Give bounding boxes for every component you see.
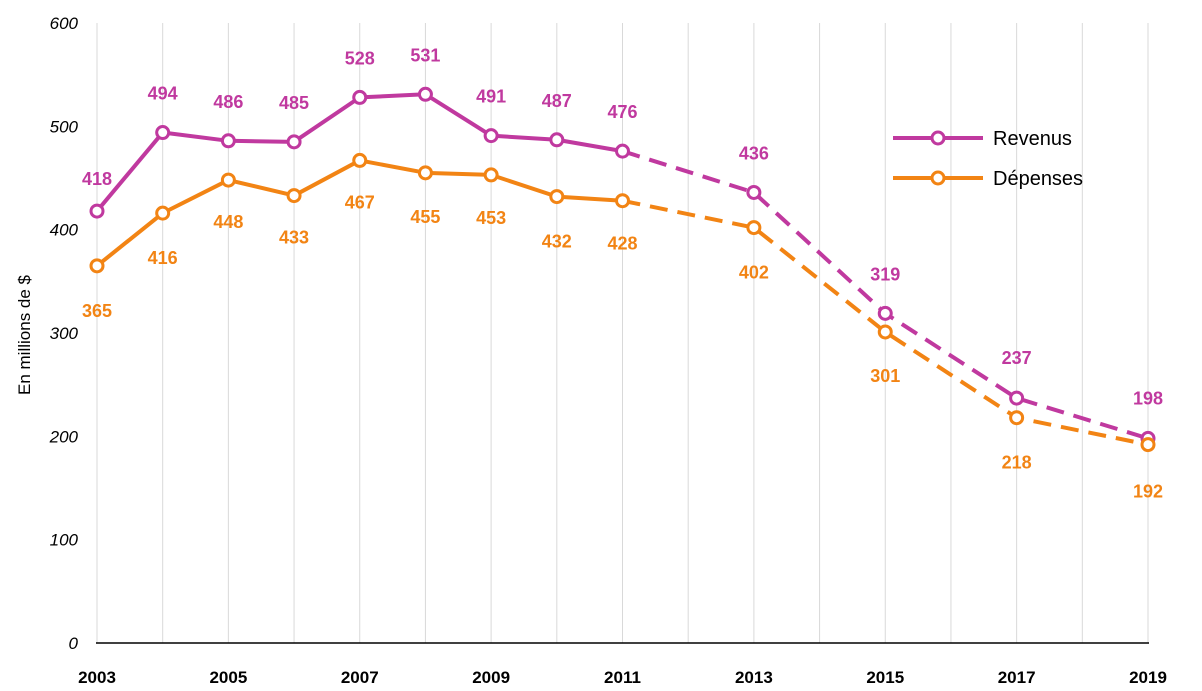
data-label-revenus-2003: 418 (82, 169, 112, 189)
x-tick-label: 2011 (604, 668, 641, 687)
data-label-revenus-2010: 487 (542, 91, 572, 111)
y-tick-label: 600 (50, 14, 79, 33)
data-point-depenses-2019 (1140, 437, 1156, 453)
data-point-revenus-2005 (220, 133, 236, 149)
data-point-revenus-2004 (155, 125, 171, 141)
axes: 0 100 200 300 400 500 600 2003 2005 2007 2009 2011 2… (49, 14, 1167, 687)
y-tick-label: 0 (69, 634, 79, 653)
data-point-revenus-2013 (746, 184, 762, 200)
y-tick-label: 400 (50, 221, 79, 240)
data-label-depenses-2009: 453 (476, 208, 506, 228)
data-label-depenses-2003: 365 (82, 301, 112, 321)
data-point-depenses-2008 (417, 165, 433, 181)
x-tick-label: 2019 (1129, 668, 1167, 687)
data-point-depenses-2003 (89, 258, 105, 274)
data-label-depenses-2013: 402 (739, 263, 769, 283)
data-label-depenses-2008: 455 (410, 207, 440, 227)
data-label-depenses-2004: 416 (148, 248, 178, 268)
data-point-depenses-2017 (1009, 410, 1025, 426)
data-label-depenses-2005: 448 (213, 212, 243, 232)
data-label-revenus-2019: 198 (1133, 388, 1163, 408)
y-tick-label: 500 (50, 117, 79, 136)
legend-marker-revenus (930, 130, 946, 146)
x-tick-label: 2007 (341, 668, 379, 687)
data-label-revenus-2011: 476 (607, 102, 637, 122)
data-label-depenses-2006: 433 (279, 228, 309, 248)
x-tick-label: 2013 (735, 668, 773, 687)
x-tick-label: 2009 (472, 668, 510, 687)
data-point-depenses-2007 (352, 152, 368, 168)
data-point-depenses-2013 (746, 220, 762, 236)
x-tick-label: 2015 (866, 668, 904, 687)
data-label-depenses-2017: 218 (1002, 453, 1032, 473)
data-point-depenses-2006 (286, 188, 302, 204)
series-group (89, 86, 1156, 453)
legend-label-revenus: Revenus (993, 128, 1072, 150)
data-point-revenus-2006 (286, 134, 302, 150)
data-label-depenses-2015: 301 (870, 366, 900, 386)
data-label-depenses-2007: 467 (345, 192, 375, 212)
data-point-depenses-2009 (483, 167, 499, 183)
data-point-revenus-2008 (417, 86, 433, 102)
data-label-revenus-2004: 494 (148, 84, 178, 104)
data-label-revenus-2013: 436 (739, 143, 769, 163)
data-label-revenus-2017: 237 (1002, 348, 1032, 368)
x-tick-label: 2003 (78, 668, 116, 687)
data-label-revenus-2007: 528 (345, 48, 375, 68)
data-point-depenses-2011 (615, 193, 630, 209)
data-point-revenus-2015 (877, 305, 893, 321)
data-point-revenus-2011 (615, 143, 630, 159)
data-labels: 418 494 486 485 528 531 491 487 476 436 319 237 198 3… (82, 45, 1163, 501)
data-label-revenus-2015: 319 (870, 264, 900, 284)
y-tick-label: 100 (50, 531, 79, 550)
x-tick-label: 2017 (998, 668, 1036, 687)
data-point-revenus-2003 (89, 203, 105, 219)
data-label-depenses-2010: 432 (542, 232, 572, 252)
y-tick-label: 300 (50, 324, 79, 343)
legend: Revenus Dépenses (893, 128, 1083, 190)
y-axis-label: En millions de $ (15, 274, 34, 395)
data-point-depenses-2005 (220, 172, 236, 188)
legend-marker-depenses (930, 170, 946, 186)
data-label-depenses-2019: 192 (1133, 482, 1163, 502)
data-point-depenses-2015 (877, 324, 893, 340)
data-label-revenus-2009: 491 (476, 87, 506, 107)
x-tick-label: 2005 (209, 668, 247, 687)
data-point-revenus-2010 (549, 132, 565, 148)
data-label-revenus-2005: 486 (213, 92, 243, 112)
data-label-revenus-2006: 485 (279, 93, 309, 113)
y-tick-label: 200 (49, 427, 79, 446)
data-label-depenses-2011: 428 (607, 234, 637, 254)
data-point-revenus-2009 (483, 128, 499, 144)
legend-label-depenses: Dépenses (993, 168, 1083, 190)
data-point-revenus-2017 (1009, 390, 1025, 406)
data-point-depenses-2004 (155, 205, 171, 221)
data-label-revenus-2008: 531 (410, 45, 440, 65)
data-point-depenses-2010 (549, 189, 565, 205)
series-line-depenses-dashed (622, 198, 1149, 447)
data-point-revenus-2007 (352, 89, 368, 105)
